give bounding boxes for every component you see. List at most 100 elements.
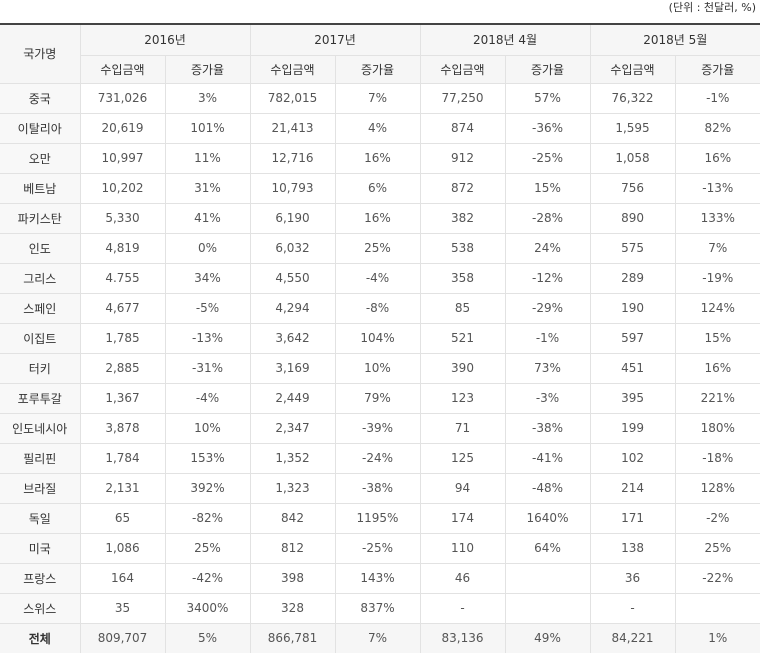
value-cell: 390 <box>419 352 506 384</box>
value-cell: 164 <box>79 562 166 594</box>
value-cell: -18% <box>674 442 760 474</box>
value-cell: 731,026 <box>79 82 166 114</box>
data-row: 브라질 2,131 392% 1,323 -38% 94 -48% 214 128% <box>0 472 760 504</box>
value-cell: 575 <box>589 232 676 264</box>
country-cell: 포루투갈 <box>0 382 81 414</box>
value-cell: 85 <box>419 292 506 324</box>
data-row: 오만 10,997 11% 12,716 16% 912 -25% 1,058 16% <box>0 142 760 174</box>
group-header: 2016년 <box>79 23 251 56</box>
value-cell: -48% <box>504 472 591 504</box>
value-cell: 143% <box>334 562 421 594</box>
value-cell: 15% <box>674 322 760 354</box>
value-cell: 597 <box>589 322 676 354</box>
value-cell: 5,330 <box>79 202 166 234</box>
value-cell: -22% <box>674 562 760 594</box>
value-cell: 199 <box>589 412 676 444</box>
data-row: 프랑스 164 -42% 398 143% 46 36 -22% <box>0 562 760 594</box>
value-cell: 3,642 <box>249 322 336 354</box>
country-cell: 미국 <box>0 532 81 564</box>
value-cell: 102 <box>589 442 676 474</box>
data-row: 스페인 4,677 -5% 4,294 -8% 85 -29% 190 124% <box>0 292 760 324</box>
value-cell: 174 <box>419 502 506 534</box>
value-cell: 46 <box>419 562 506 594</box>
sub-header: 증가율 <box>504 54 591 84</box>
value-cell: 133% <box>674 202 760 234</box>
value-cell: 101% <box>164 112 251 144</box>
value-cell: 25% <box>334 232 421 264</box>
value-cell: 16% <box>334 202 421 234</box>
value-cell: 782,015 <box>249 82 336 114</box>
value-cell: 16% <box>674 352 760 384</box>
empty-cell <box>504 592 591 624</box>
value-cell: 3400% <box>164 592 251 624</box>
value-cell: -12% <box>504 262 591 294</box>
value-cell: 866,781 <box>249 622 336 653</box>
country-cell: 인도네시아 <box>0 412 81 444</box>
value-cell: -5% <box>164 292 251 324</box>
value-cell: 10% <box>334 352 421 384</box>
value-cell: 110 <box>419 532 506 564</box>
value-cell: 124% <box>674 292 760 324</box>
value-cell: 83,136 <box>419 622 506 653</box>
value-cell: 77,250 <box>419 82 506 114</box>
value-cell: 20,619 <box>79 112 166 144</box>
value-cell: 382 <box>419 202 506 234</box>
value-cell: 2,347 <box>249 412 336 444</box>
value-cell: 842 <box>249 502 336 534</box>
value-cell: -8% <box>334 292 421 324</box>
sub-header: 증가율 <box>164 54 251 84</box>
value-cell: -1% <box>674 82 760 114</box>
value-cell: - <box>419 592 506 624</box>
value-cell: 3,169 <box>249 352 336 384</box>
value-cell: 0% <box>164 232 251 264</box>
sub-header: 수입금액 <box>419 54 506 84</box>
header-row: 국가명 2016년 2017년 2018년 4월 2018년 5월 <box>0 23 760 84</box>
country-cell: 필리핀 <box>0 442 81 474</box>
value-cell: -3% <box>504 382 591 414</box>
value-cell: 3% <box>164 82 251 114</box>
data-row: 그리스 4.755 34% 4,550 -4% 358 -12% 289 -19% <box>0 262 760 294</box>
value-cell: 11% <box>164 142 251 174</box>
value-cell: 71 <box>419 412 506 444</box>
unit-note: (단위 : 천달러, %) <box>668 1 756 14</box>
data-row: 필리핀 1,784 153% 1,352 -24% 125 -41% 102 -18% <box>0 442 760 474</box>
value-cell: 1,367 <box>79 382 166 414</box>
value-cell: -24% <box>334 442 421 474</box>
value-cell: 812 <box>249 532 336 564</box>
value-cell: 395 <box>589 382 676 414</box>
value-cell: 10,202 <box>79 172 166 204</box>
data-row: 독일 65 -82% 842 1195% 174 1640% 171 -2% <box>0 502 760 534</box>
value-cell: 538 <box>419 232 506 264</box>
value-cell: 874 <box>419 112 506 144</box>
value-cell: 1,086 <box>79 532 166 564</box>
value-cell: 2,449 <box>249 382 336 414</box>
value-cell: 10,793 <box>249 172 336 204</box>
value-cell: 34% <box>164 262 251 294</box>
value-cell: 125 <box>419 442 506 474</box>
value-cell: 36 <box>589 562 676 594</box>
value-cell: 4,294 <box>249 292 336 324</box>
value-cell: -2% <box>674 502 760 534</box>
data-row: 미국 1,086 25% 812 -25% 110 64% 138 25% <box>0 532 760 564</box>
data-row: 스위스 35 3400% 328 837% - - <box>0 592 760 624</box>
value-cell: -39% <box>334 412 421 444</box>
value-cell: 171 <box>589 502 676 534</box>
value-cell: -38% <box>334 472 421 504</box>
value-cell: 7% <box>334 82 421 114</box>
value-cell: 1,595 <box>589 112 676 144</box>
value-cell: 3,878 <box>79 412 166 444</box>
value-cell: 41% <box>164 202 251 234</box>
data-row: 이탈리아 20,619 101% 21,413 4% 874 -36% 1,595 82% <box>0 112 760 144</box>
value-cell: 64% <box>504 532 591 564</box>
value-cell: 890 <box>589 202 676 234</box>
value-cell: -42% <box>164 562 251 594</box>
group-header: 2018년 4월 <box>419 23 591 56</box>
data-row: 파키스탄 5,330 41% 6,190 16% 382 -28% 890 133% <box>0 202 760 234</box>
data-row: 이집트 1,785 -13% 3,642 104% 521 -1% 597 15% <box>0 322 760 354</box>
value-cell: 5% <box>164 622 251 653</box>
country-cell: 베트남 <box>0 172 81 204</box>
value-cell: 16% <box>334 142 421 174</box>
value-cell: 7% <box>334 622 421 653</box>
value-cell: 358 <box>419 262 506 294</box>
value-cell: 104% <box>334 322 421 354</box>
